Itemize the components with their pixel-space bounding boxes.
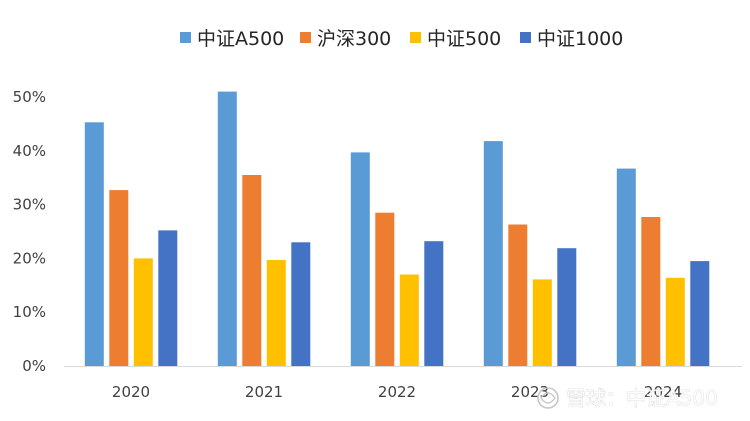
- y-axis: 0% 10% 20% 30% 40% 50%: [13, 88, 742, 375]
- x-category-label: 2020: [112, 383, 150, 401]
- bar-2024-series-1: [616, 168, 636, 366]
- bar-2023-series-1: [483, 141, 503, 366]
- bar-2024-series-3: [665, 277, 685, 366]
- legend-item-4: 中证1000: [520, 28, 623, 50]
- bar-group-2020: [84, 122, 178, 366]
- bar-2022-series-2: [375, 212, 395, 366]
- legend-item-3: 中证500: [410, 28, 501, 50]
- bar-2021-series-3: [266, 260, 286, 366]
- bar-2020-series-1: [84, 122, 104, 366]
- legend-swatch: [410, 32, 421, 43]
- x-category-label: 2022: [378, 383, 416, 401]
- bar-2020-series-2: [109, 190, 129, 366]
- x-category-label: 2023: [511, 383, 549, 401]
- y-tick-label: 40%: [13, 142, 46, 160]
- bar-2020-series-3: [133, 258, 153, 366]
- x-axis: 2020 2021 2022 2023 2024: [112, 383, 682, 401]
- bar-group-2023: [483, 141, 577, 366]
- bar-2024-series-4: [690, 261, 710, 366]
- bar-2023-series-3: [532, 279, 552, 366]
- bar-2023-series-4: [557, 248, 577, 366]
- legend-label: 中证1000: [537, 28, 623, 50]
- y-tick-label: 30%: [13, 196, 46, 214]
- legend-swatch: [180, 32, 191, 43]
- bar-2021-series-1: [217, 91, 237, 366]
- y-tick-label: 0%: [22, 357, 46, 375]
- legend-label: 沪深300: [317, 28, 391, 50]
- watermark: 雪球：中证A500: [537, 386, 718, 410]
- x-category-label: 2024: [644, 383, 682, 401]
- y-tick-label: 10%: [13, 303, 46, 321]
- y-tick-label: 20%: [13, 249, 46, 267]
- xueqiu-snowball-logo-icon: [537, 387, 559, 409]
- bar-group-2022: [350, 152, 444, 366]
- legend-swatch: [300, 32, 311, 43]
- plot-area: [84, 91, 710, 366]
- bar-2022-series-3: [399, 274, 419, 366]
- y-tick-label: 50%: [13, 88, 46, 106]
- watermark-text: 雪球：中证A500: [566, 386, 718, 410]
- bar-2023-series-2: [508, 224, 528, 366]
- legend: 中证A500 沪深300 中证500 中证1000: [180, 28, 623, 50]
- legend-swatch: [520, 32, 531, 43]
- x-category-label: 2021: [245, 383, 283, 401]
- bar-2022-series-4: [424, 241, 444, 366]
- bar-2021-series-4: [291, 242, 311, 366]
- bar-2020-series-4: [158, 230, 178, 366]
- legend-item-1: 中证A500: [180, 28, 284, 50]
- legend-item-2: 沪深300: [300, 28, 391, 50]
- legend-label: 中证500: [427, 28, 501, 50]
- bar-2022-series-1: [350, 152, 370, 366]
- bar-2024-series-2: [641, 217, 661, 366]
- bar-group-2024: [616, 168, 710, 366]
- bar-group-2021: [217, 91, 311, 366]
- bar-2021-series-2: [242, 175, 262, 366]
- legend-label: 中证A500: [197, 28, 284, 50]
